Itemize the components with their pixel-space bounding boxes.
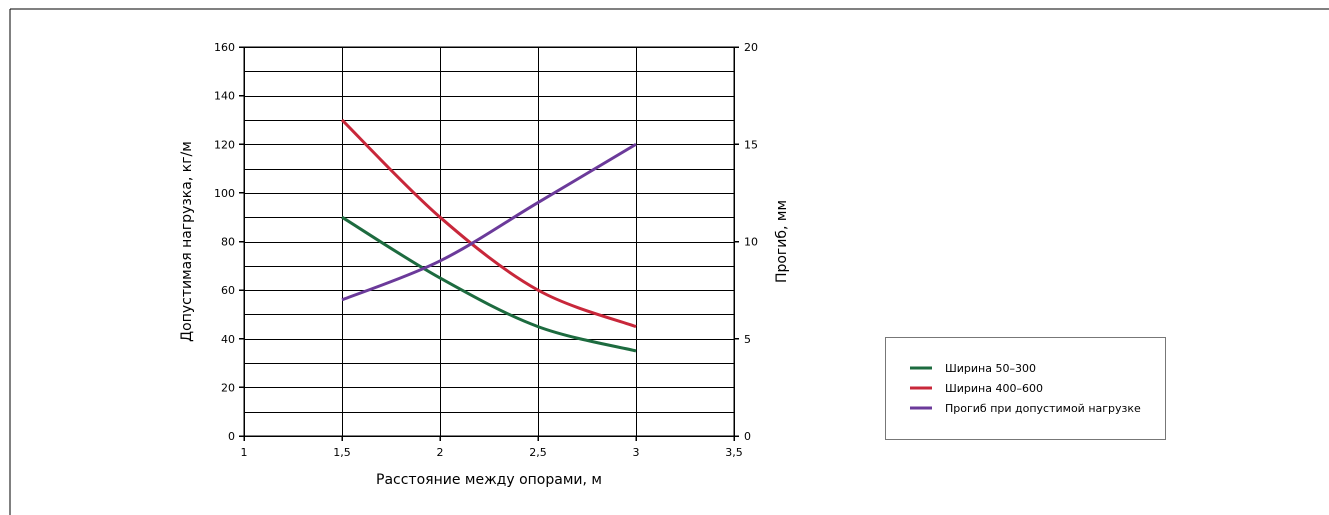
series-lines — [340, 118, 637, 353]
y-tick-label: 20 — [221, 381, 235, 394]
y2-tick-label: 20 — [744, 41, 758, 54]
x-axis-title: Расстояние между опорами, м — [376, 472, 602, 488]
x-tick-label: 3 — [633, 446, 640, 459]
y2-tick-label: 5 — [744, 333, 751, 346]
chart-frame — [9, 8, 1329, 515]
y-tick-label: 80 — [221, 236, 235, 249]
tick-labels: 0 20 40 60 80 100 120 140 160 0 5 10 15 20 1 1,5 2 2,5 3 3,… — [214, 41, 758, 459]
legend-label-3: Прогиб при допустимой нагрузке — [945, 402, 1141, 415]
legend: Ширина 50–300 Ширина 400–600 Прогиб при до… — [885, 337, 1166, 440]
y-tick-label: 60 — [221, 284, 235, 297]
x-tick-label: 2 — [437, 446, 444, 459]
series-line-2 — [340, 118, 637, 328]
y-tick-label: 0 — [228, 430, 235, 443]
y-tick-label: 140 — [214, 90, 235, 103]
chart-axes — [239, 46, 739, 441]
y2-axis-title: Прогиб, мм — [774, 200, 790, 283]
chart-grid — [244, 47, 734, 436]
y-tick-label: 160 — [214, 41, 235, 54]
x-tick-label: 1 — [241, 446, 248, 459]
y-tick-label: 100 — [214, 187, 235, 200]
series-line-1 — [341, 215, 637, 353]
x-tick-label: 2,5 — [529, 446, 547, 459]
legend-box — [885, 337, 1166, 440]
y-tick-label: 120 — [214, 138, 235, 151]
legend-label-1: Ширина 50–300 — [945, 362, 1036, 375]
x-tick-label: 1,5 — [333, 446, 351, 459]
y2-tick-label: 0 — [744, 430, 751, 443]
y2-tick-label: 10 — [744, 236, 758, 249]
y2-tick-label: 15 — [744, 138, 758, 151]
y-axis-title: Допустимая нагрузка, кг/м — [179, 141, 195, 342]
legend-label-2: Ширина 400–600 — [945, 382, 1043, 395]
x-tick-label: 3,5 — [725, 446, 743, 459]
series-line-3 — [341, 142, 637, 302]
y-tick-label: 40 — [221, 333, 235, 346]
